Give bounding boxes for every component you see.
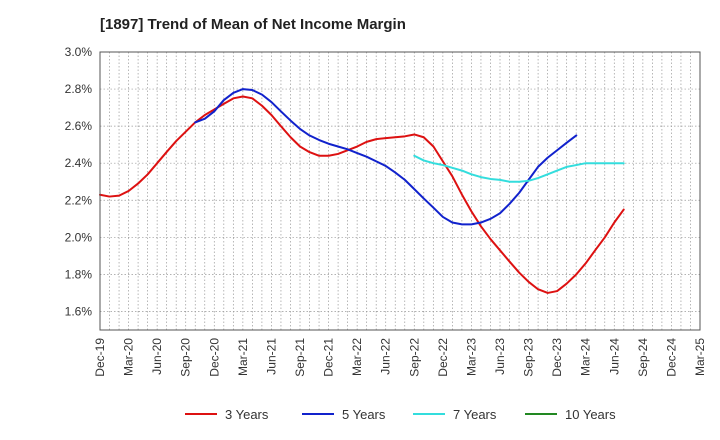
y-tick-label: 2.4% — [65, 156, 93, 170]
grid-layer — [99, 51, 701, 330]
x-tick-label: Dec-24 — [664, 338, 678, 377]
legend: 3 Years 5 Years 7 Years 10 Years — [185, 407, 616, 422]
y-tick-label: 1.6% — [65, 304, 93, 318]
x-tick-label: Jun-24 — [607, 338, 621, 375]
x-tick-label: Jun-23 — [493, 338, 507, 375]
x-tick-label: Sep-21 — [293, 338, 307, 377]
y-tick-label: 3.0% — [65, 45, 93, 59]
axis-layer: 1.6% 1.8% 2.0% 2.2% 2.4% 2.6% 2.8% 3.0% Dec-19 Ma… — [65, 45, 707, 377]
y-tick-label: 2.8% — [65, 82, 93, 96]
series-line-7-years — [413, 154, 625, 183]
legend-label: 10 Years — [565, 407, 616, 422]
series-line-5-years — [194, 88, 578, 226]
x-tick-label: Mar-23 — [464, 338, 478, 376]
series-line-3-years — [99, 95, 625, 294]
x-tick-label: Sep-22 — [407, 338, 421, 377]
legend-label: 7 Years — [453, 407, 497, 422]
x-tick-label: Sep-23 — [522, 338, 536, 377]
x-tick-label: Dec-21 — [322, 338, 336, 377]
series-layer — [99, 88, 625, 294]
plot-frame — [99, 51, 701, 331]
x-tick-label: Mar-21 — [236, 338, 250, 376]
x-tick-label: Mar-20 — [122, 338, 136, 376]
x-tick-label: Dec-23 — [550, 338, 564, 377]
x-tick-label: Sep-20 — [179, 338, 193, 377]
x-tick-label: Sep-24 — [636, 338, 650, 377]
y-tick-label: 2.2% — [65, 193, 93, 207]
x-tick-label: Dec-22 — [436, 338, 450, 377]
x-tick-label: Dec-19 — [93, 338, 107, 377]
x-tick-label: Dec-20 — [207, 338, 221, 377]
y-tick-label: 1.8% — [65, 267, 93, 281]
legend-label: 5 Years — [342, 407, 386, 422]
x-tick-label: Jun-22 — [379, 338, 393, 375]
y-tick-label: 2.6% — [65, 119, 93, 133]
x-tick-label: Mar-25 — [693, 338, 707, 376]
x-tick-label: Mar-22 — [350, 338, 364, 376]
legend-label: 3 Years — [225, 407, 269, 422]
x-tick-label: Jun-21 — [264, 338, 278, 375]
x-tick-label: Mar-24 — [579, 338, 593, 376]
chart-title: [1897] Trend of Mean of Net Income Margi… — [100, 16, 406, 33]
y-tick-label: 2.0% — [65, 230, 93, 244]
x-tick-label: Jun-20 — [150, 338, 164, 375]
